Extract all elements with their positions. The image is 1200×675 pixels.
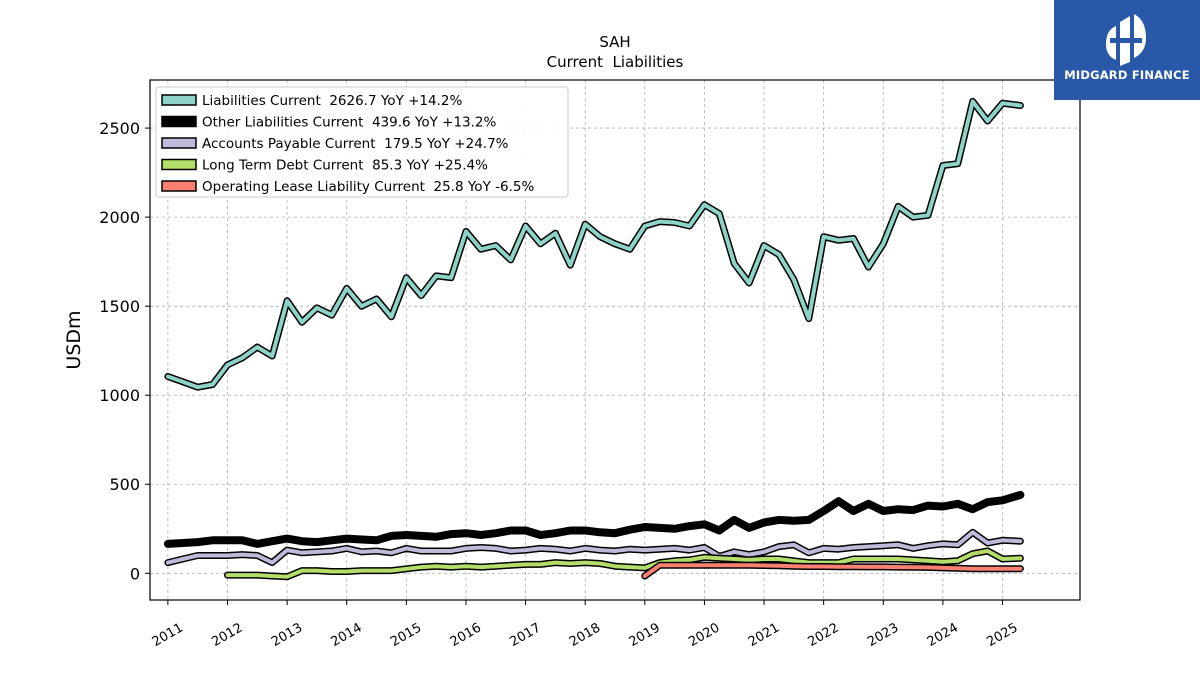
x-tick-label: 2018: [567, 620, 603, 650]
x-tick-label: 2020: [686, 620, 722, 650]
legend-swatch: [161, 158, 197, 171]
y-tick-label: 1000: [99, 386, 140, 405]
series-layer: [163, 97, 1025, 581]
legend-frame: [155, 86, 569, 198]
x-tick-label: 2023: [865, 620, 901, 650]
legend-swatch: [161, 94, 197, 106]
legend-label: Other Liabilities Current 439.6 YoY +13.…: [202, 115, 497, 131]
x-tick-label: 2022: [805, 620, 841, 650]
plot-frame: [149, 79, 1081, 601]
legend-label: Long Term Debt Current 85.3 YoY +25.4%: [202, 158, 488, 174]
x-tick-label: 2016: [448, 620, 484, 650]
legend-label: Liabilities Current 2626.7 YoY +14.2%: [202, 93, 462, 109]
legend-label: Accounts Payable Current 179.5 YoY +24.7…: [202, 136, 509, 152]
legend-swatch: [161, 137, 197, 149]
series-line: [642, 563, 1023, 578]
series-2: [164, 528, 1024, 567]
series-line: [165, 99, 1023, 390]
logo-text: MIDGARD FINANCE: [1064, 68, 1190, 82]
x-tick-label: 2012: [209, 620, 245, 650]
y-tick-label: 2500: [99, 119, 140, 138]
midgard-logo-icon: [1106, 14, 1146, 66]
midgard-finance-logo: MIDGARD FINANCE: [1054, 0, 1200, 100]
x-tick-label: 2025: [984, 620, 1020, 650]
y-axis-label: USDm: [63, 310, 85, 369]
series-line: [225, 549, 1023, 579]
legend-label: Operating Lease Liability Current 25.8 Y…: [202, 179, 534, 195]
x-tick-label: 2017: [507, 620, 543, 650]
y-tick-label: 500: [109, 475, 140, 494]
x-tick-label: 2021: [746, 620, 782, 650]
series-line: [165, 530, 1023, 565]
legend: Liabilities Current 2626.7 YoY +14.2% Oth…: [155, 86, 569, 198]
legend-swatch: [161, 115, 197, 128]
x-tick-label: 2013: [269, 620, 305, 650]
series-0: [164, 97, 1024, 391]
x-tick-label: 2011: [150, 620, 186, 650]
chart-title: SAH: [599, 33, 630, 51]
y-tick-label: 1500: [99, 297, 140, 316]
x-tick-label: 2024: [925, 620, 961, 650]
legend-swatch: [161, 180, 197, 192]
y-tick-label: 2000: [99, 208, 140, 227]
series-line: [163, 490, 1025, 548]
series-1: [163, 490, 1025, 548]
x-tick-label: 2015: [388, 620, 424, 650]
x-tick-label: 2019: [627, 620, 663, 650]
series-4: [641, 561, 1024, 580]
chart-subtitle: Current Liabilities: [547, 53, 684, 71]
y-tick-label: 0: [130, 564, 140, 583]
series-3: [224, 547, 1024, 581]
x-tick-label: 2014: [329, 620, 365, 650]
